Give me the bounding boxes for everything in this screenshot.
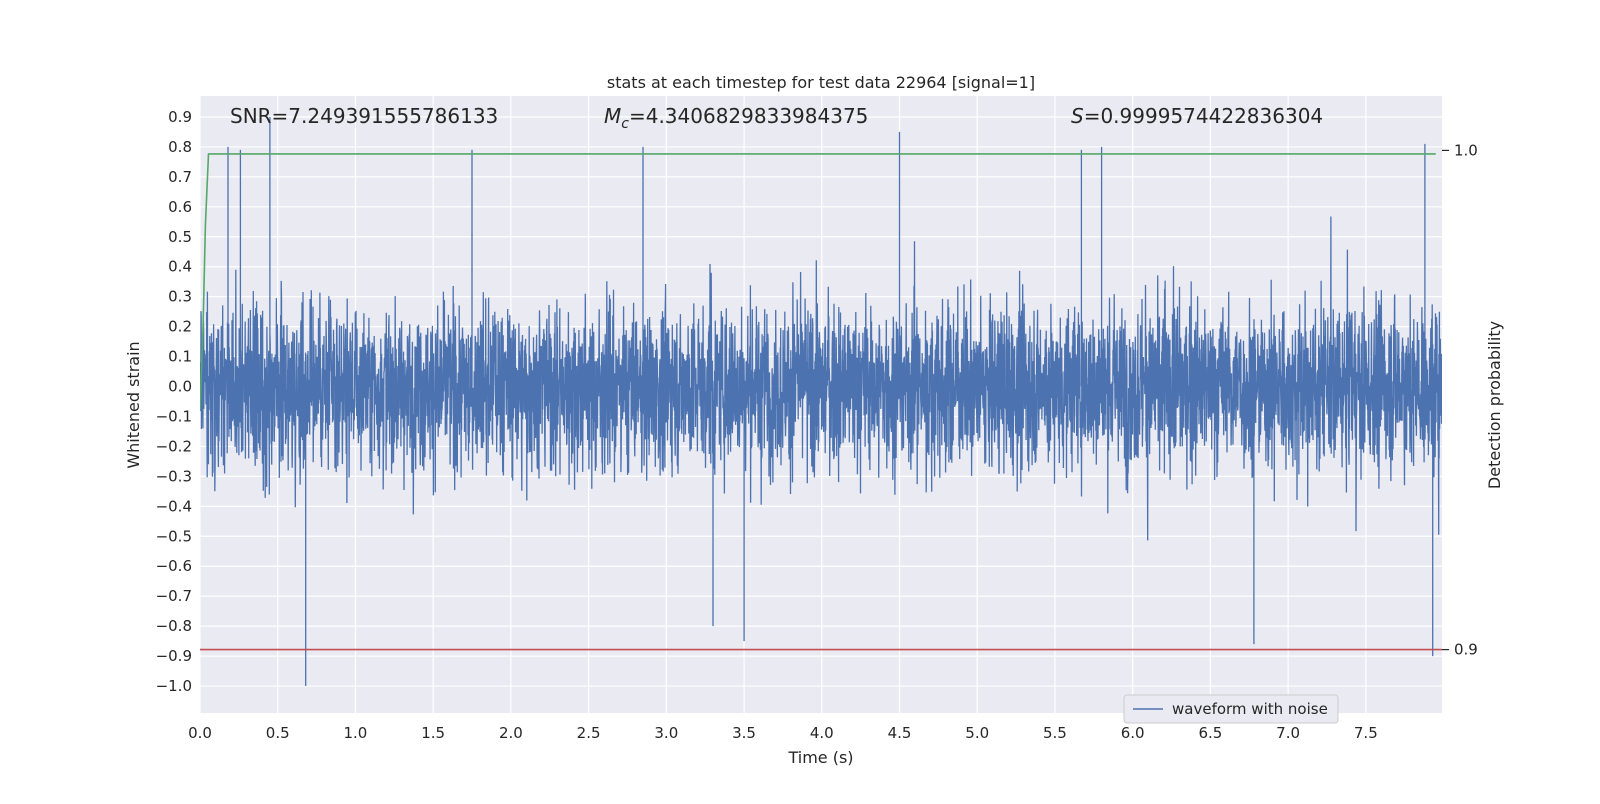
annotation-mc-subscript: c [621,116,629,132]
annotation-s-symbol: S [1071,104,1084,128]
y-tick-label: −0.7 [156,587,192,605]
x-tick-label: 3.5 [732,724,756,742]
series-detection-probability [200,153,1436,411]
y-tick-label: −0.4 [156,497,192,515]
y-tick-label: −0.3 [156,467,192,485]
annotation-snr: SNR=7.249391555786133 [230,104,498,128]
x-tick-label: 5.0 [965,724,989,742]
x-tick-label: 2.5 [577,724,601,742]
y-axis-label: Whitened strain [124,341,143,468]
y2-tick-label: 0.9 [1454,641,1478,659]
x-axis-label: Time (s) [787,748,853,767]
y-tick-label: 0.4 [168,258,192,276]
x-tick-label: 7.5 [1354,724,1378,742]
y-tick-label: 0.3 [168,288,192,306]
annotation-mc: Mc=4.3406829833984375 [604,104,868,132]
annotation-mc-value: =4.3406829833984375 [629,104,868,128]
y-tick-label: 0.5 [168,228,192,246]
x-tick-label: 1.0 [344,724,368,742]
y-tick-label: 0.1 [168,348,192,366]
y-tick-label: −0.9 [156,647,192,665]
series-waveform-with-noise [200,117,1442,686]
y-tick-label: 0.0 [168,378,192,396]
annotation-mc-symbol: M [604,104,621,128]
x-tick-label: 6.5 [1198,724,1222,742]
y-tick-label: −0.5 [156,527,192,545]
x-tick-label: 7.0 [1276,724,1300,742]
y-tick-label: 0.9 [168,108,192,126]
x-tick-label: 0.5 [266,724,290,742]
x-tick-label: 2.0 [499,724,523,742]
annotation-s-value: =0.9999574422836304 [1084,104,1323,128]
x-tick-label: 4.5 [888,724,912,742]
legend: waveform with noise [1123,694,1339,724]
x-tick-label: 4.0 [810,724,834,742]
legend-label-waveform: waveform with noise [1172,700,1328,718]
y-tick-label: −0.8 [156,617,192,635]
x-tick-label: 1.5 [421,724,445,742]
y-tick-label: 0.8 [168,138,192,156]
x-tick-label: 6.0 [1121,724,1145,742]
annotation-s: S=0.9999574422836304 [1071,104,1323,128]
y2-axis-ticks: 1.0 0.9 [1442,141,1478,659]
y2-axis-label: Detection probability [1485,321,1504,489]
y-tick-label: 0.6 [168,198,192,216]
x-tick-label: 3.0 [654,724,678,742]
x-tick-label: 0.0 [188,724,212,742]
chart-title: stats at each timestep for test data 229… [607,73,1035,92]
y2-tick-label: 1.0 [1454,141,1478,159]
y-tick-label: −1.0 [156,677,192,695]
x-axis-ticks: 0.0 0.5 1.0 1.5 2.0 2.5 3.0 3.5 4.0 4.5 5.0 5.5 6.0 6… [188,724,1378,742]
y-tick-label: −0.1 [156,407,192,425]
legend-box [1123,694,1339,724]
y-tick-label: −0.6 [156,557,192,575]
y-axis-ticks: 0.9 0.8 0.7 0.6 0.5 0.4 0.3 0.2 0.1 0.0 −0.1 −0.2 −0… [156,108,192,695]
x-tick-label: 5.5 [1043,724,1067,742]
y-tick-label: −0.2 [156,437,192,455]
y-tick-label: 0.7 [168,168,192,186]
y-tick-label: 0.2 [168,318,192,336]
